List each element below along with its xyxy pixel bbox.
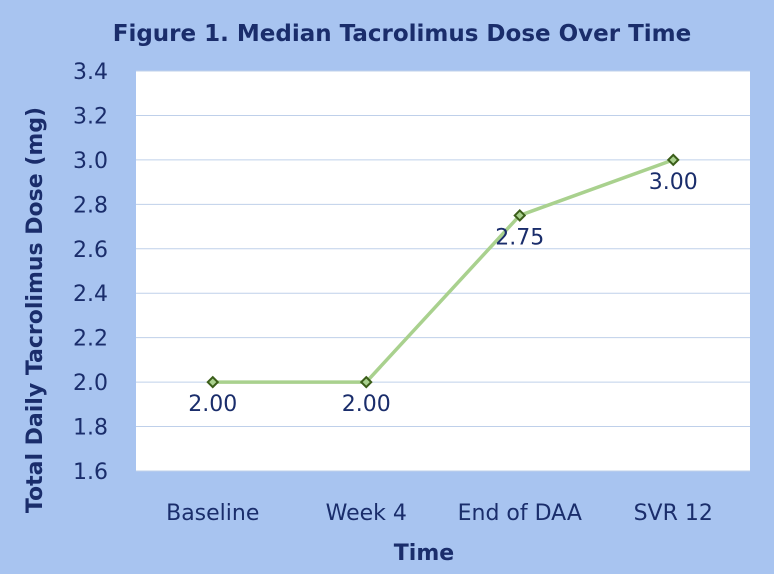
data-label: 2.00 — [188, 392, 237, 417]
data-point — [513, 209, 527, 222]
data-point — [206, 375, 220, 389]
x-tick-label: End of DAA — [458, 501, 582, 526]
data-point — [666, 153, 680, 167]
y-tick-label: 1.8 — [73, 416, 108, 441]
y-tick-label: 3.4 — [73, 60, 108, 85]
data-point — [359, 375, 373, 389]
y-tick-label: 2.0 — [73, 371, 108, 396]
y-tick-label: 2.2 — [73, 327, 108, 352]
x-tick-label: Week 4 — [326, 501, 407, 526]
y-tick-label: 2.4 — [73, 282, 108, 307]
plot-area — [136, 71, 750, 471]
series-line — [212, 158, 674, 384]
y-tick-label: 2.6 — [73, 238, 108, 263]
x-tick-label: SVR 12 — [634, 501, 713, 526]
series — [206, 153, 680, 389]
data-label: 2.75 — [495, 225, 544, 250]
y-axis-ticks: 1.6 1.8 2.0 2.2 2.4 2.6 2.8 3.0 3.2 3.4 — [73, 60, 108, 485]
data-labels: 2.00 2.00 2.75 3.00 — [188, 170, 697, 417]
y-tick-label: 3.2 — [73, 104, 108, 129]
y-tick-label: 1.6 — [73, 460, 108, 485]
x-axis-ticks: Baseline Week 4 End of DAA SVR 12 — [166, 501, 713, 526]
y-tick-label: 3.0 — [73, 149, 108, 174]
y-tick-label: 2.8 — [73, 193, 108, 218]
chart-title: Figure 1. Median Tacrolimus Dose Over Ti… — [113, 21, 692, 47]
y-axis-title: Total Daily Tacrolimus Dose (mg) — [23, 107, 48, 513]
data-label: 3.00 — [649, 170, 698, 195]
data-label: 2.00 — [342, 392, 391, 417]
x-tick-label: Baseline — [166, 501, 259, 526]
x-axis-title: Time — [394, 541, 454, 566]
